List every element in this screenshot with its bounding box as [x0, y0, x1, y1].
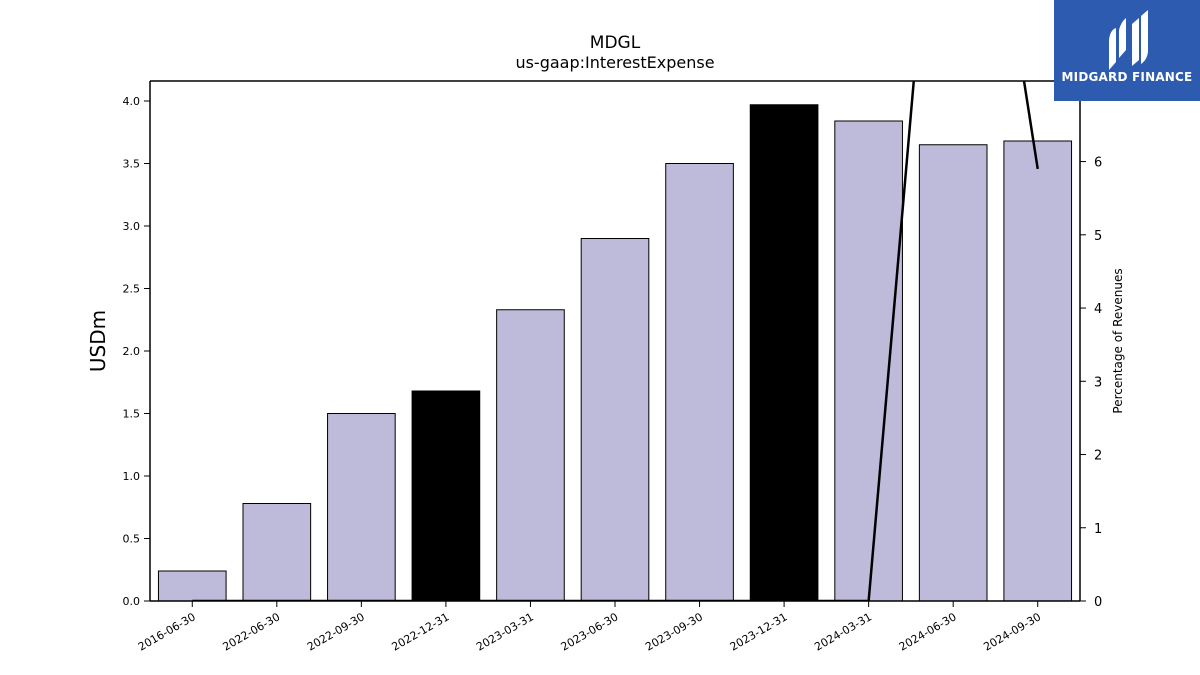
y2-axis-label: Percentage of Revenues: [1111, 268, 1125, 413]
x-tick-label: 2023-12-31: [728, 610, 790, 653]
y2-tick-label: 1: [1094, 522, 1102, 537]
logo-text: MIDGARD FINANCE: [1061, 70, 1193, 84]
x-tick-label: 2022-09-30: [305, 610, 367, 653]
x-tick-label: 2016-06-30: [136, 610, 198, 653]
x-tick-label: 2022-06-30: [220, 610, 282, 653]
bar-2023-12-31: [749, 104, 819, 602]
bar-2024-03-31: [834, 120, 903, 602]
y-tick-label: 0.0: [123, 595, 141, 608]
x-tick-label: 2024-09-30: [981, 610, 1043, 653]
y-tick-label: 1.5: [123, 408, 141, 421]
y-tick-label: 4.0: [123, 95, 141, 108]
bar-2023-03-31: [496, 309, 565, 602]
y2-tick-label: 5: [1094, 229, 1102, 244]
y-tick-label: 3.5: [123, 158, 141, 171]
y-tick-label: 2.0: [123, 345, 141, 358]
bar-2022-09-30: [327, 413, 396, 602]
y2-tick-label: 0: [1094, 595, 1102, 610]
bar-2024-06-30: [918, 144, 988, 602]
bar-2022-06-30: [242, 503, 312, 602]
bar-2023-06-30: [580, 238, 650, 602]
bar-2024-09-30: [1003, 140, 1073, 602]
y-tick-label: 1.0: [123, 470, 141, 483]
y-tick-label: 3.0: [123, 220, 141, 233]
y-tick-label: 2.5: [123, 283, 141, 296]
y-axis-label: USDm: [86, 310, 110, 372]
plot-area: 0.0 0.5 1.0 1.5 2.0 2.5 3.0 3.5 4.0 0 1 2 3 4 5 6 2016-0…: [123, 80, 1102, 654]
chart-subtitle: us-gaap:InterestExpense: [515, 53, 714, 72]
x-tick-label: 2023-06-30: [559, 610, 621, 653]
x-tick-label: 2024-06-30: [897, 610, 959, 653]
y2-tick-label: 4: [1094, 302, 1102, 317]
bar-2016-06-30: [157, 570, 227, 602]
bar-2023-09-30: [665, 163, 734, 602]
x-tick-label: 2022-12-31: [390, 610, 452, 653]
x-tick-label: 2023-03-31: [474, 610, 536, 653]
percentage-line: [192, 81, 1039, 601]
midgard-finance-logo: MIDGARD FINANCE: [1054, 0, 1200, 101]
y2-tick-label: 3: [1094, 375, 1102, 390]
chart-title: MDGL: [590, 33, 641, 53]
y-tick-label: 0.5: [123, 533, 141, 546]
midgard-logo-icon: [1109, 10, 1148, 70]
x-tick-label: 2023-09-30: [643, 610, 705, 653]
bar-2022-12-31: [411, 390, 481, 602]
y2-tick-label: 6: [1094, 156, 1102, 171]
y2-tick-label: 2: [1094, 449, 1102, 464]
x-tick-label: 2024-03-31: [812, 610, 874, 653]
